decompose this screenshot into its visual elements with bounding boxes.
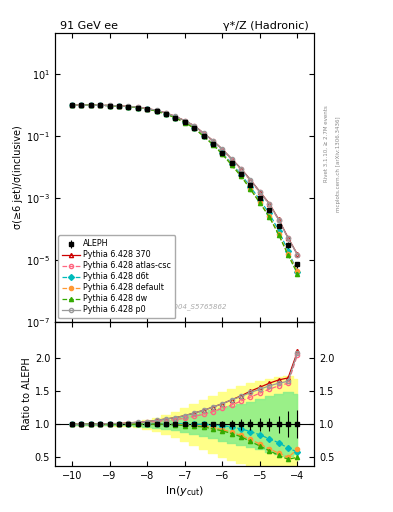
X-axis label: $\ln(y_{\mathrm{cut}})$: $\ln(y_{\mathrm{cut}})$ <box>165 483 204 498</box>
Y-axis label: σ(≥6 jet)/σ(inclusive): σ(≥6 jet)/σ(inclusive) <box>13 125 24 229</box>
Text: Rivet 3.1.10, ≥ 2.7M events: Rivet 3.1.10, ≥ 2.7M events <box>324 105 329 182</box>
Legend: ALEPH, Pythia 6.428 370, Pythia 6.428 atlas-csc, Pythia 6.428 d6t, Pythia 6.428 : ALEPH, Pythia 6.428 370, Pythia 6.428 at… <box>58 236 175 318</box>
Text: mcplots.cern.ch [arXiv:1306.3436]: mcplots.cern.ch [arXiv:1306.3436] <box>336 116 341 211</box>
Y-axis label: Ratio to ALEPH: Ratio to ALEPH <box>22 357 32 430</box>
Text: ALEPH_2004_S5765862: ALEPH_2004_S5765862 <box>143 304 226 310</box>
Text: γ*/Z (Hadronic): γ*/Z (Hadronic) <box>224 21 309 31</box>
Text: 91 GeV ee: 91 GeV ee <box>60 21 118 31</box>
